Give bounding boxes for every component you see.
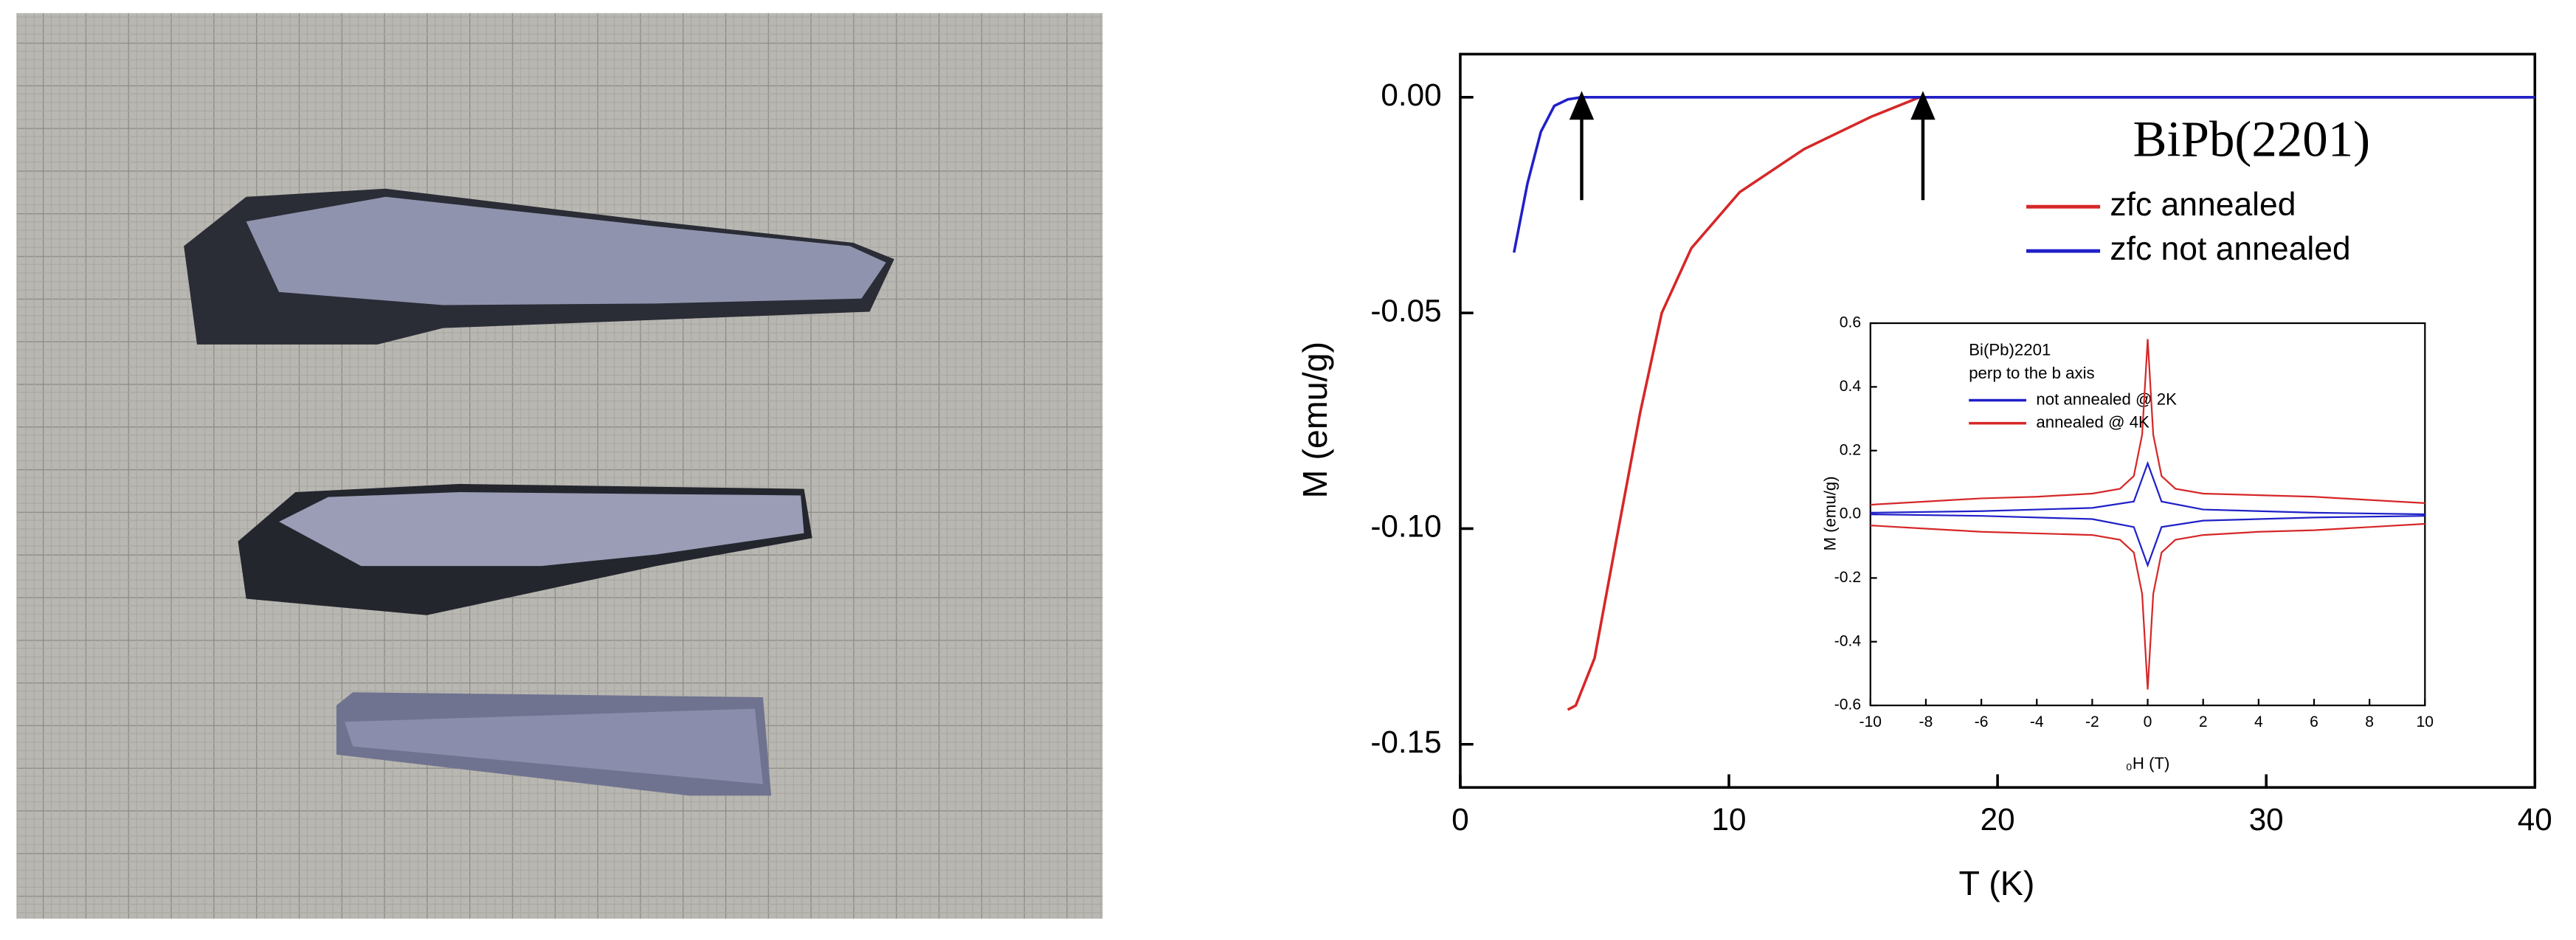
y-tick-label: 0.2	[1840, 441, 1861, 458]
series-line	[1870, 460, 2425, 568]
x-tick-label: 30	[2249, 802, 2284, 837]
x-axis-label: ₀H (T)	[2126, 754, 2170, 773]
y-tick-label: 0.4	[1840, 378, 1862, 395]
annotation: Bi(Pb)2201	[1969, 341, 2051, 359]
x-tick-label: 20	[1981, 802, 2015, 837]
legend-label: zfc annealed	[2110, 187, 2296, 223]
y-tick-label: 0.0	[1840, 505, 1861, 522]
x-tick-label: -2	[2085, 713, 2099, 730]
x-tick-label: 8	[2365, 713, 2374, 730]
x-tick-label: -6	[1975, 713, 1989, 730]
x-axis-label: T (K)	[1959, 864, 2035, 902]
sample-photo	[16, 13, 1103, 919]
x-tick-label: -10	[1860, 713, 1882, 730]
x-tick-label: -4	[2030, 713, 2044, 730]
x-tick-label: 0	[1451, 802, 1468, 837]
y-axis-label: M (emu/g)	[1820, 476, 1839, 550]
y-tick-label: -0.4	[1834, 632, 1862, 649]
series-line	[1870, 339, 2425, 690]
x-tick-label: 40	[2518, 802, 2552, 837]
x-tick-label: 10	[1712, 802, 1747, 837]
x-tick-label: 4	[2254, 713, 2263, 730]
x-tick-label: 6	[2310, 713, 2318, 730]
y-tick-label: -0.05	[1370, 293, 1441, 328]
y-tick-label: -0.2	[1834, 569, 1861, 586]
x-tick-label: 2	[2199, 713, 2208, 730]
y-tick-label: -0.15	[1370, 725, 1441, 759]
y-axis-label: M (emu/g)	[1296, 342, 1334, 499]
x-tick-label: -8	[1919, 713, 1933, 730]
y-tick-label: -0.6	[1834, 697, 1861, 713]
annotation: BiPb(2201)	[2133, 111, 2371, 167]
annotation: perp to the b axis	[1969, 364, 2094, 382]
legend-label: not annealed @ 2K	[2036, 390, 2177, 408]
y-tick-label: 0.6	[1840, 314, 1861, 331]
x-tick-label: 10	[2417, 713, 2434, 730]
legend-label: annealed @ 4K	[2036, 413, 2149, 432]
x-tick-label: 0	[2144, 713, 2152, 730]
plot-frame	[1869, 322, 2426, 707]
legend-label: zfc not annealed	[2110, 231, 2350, 267]
y-tick-label: -0.10	[1370, 509, 1441, 544]
tc-arrows	[1569, 91, 1936, 201]
y-tick-label: 0.00	[1381, 77, 1441, 112]
series-line	[1513, 96, 2535, 253]
